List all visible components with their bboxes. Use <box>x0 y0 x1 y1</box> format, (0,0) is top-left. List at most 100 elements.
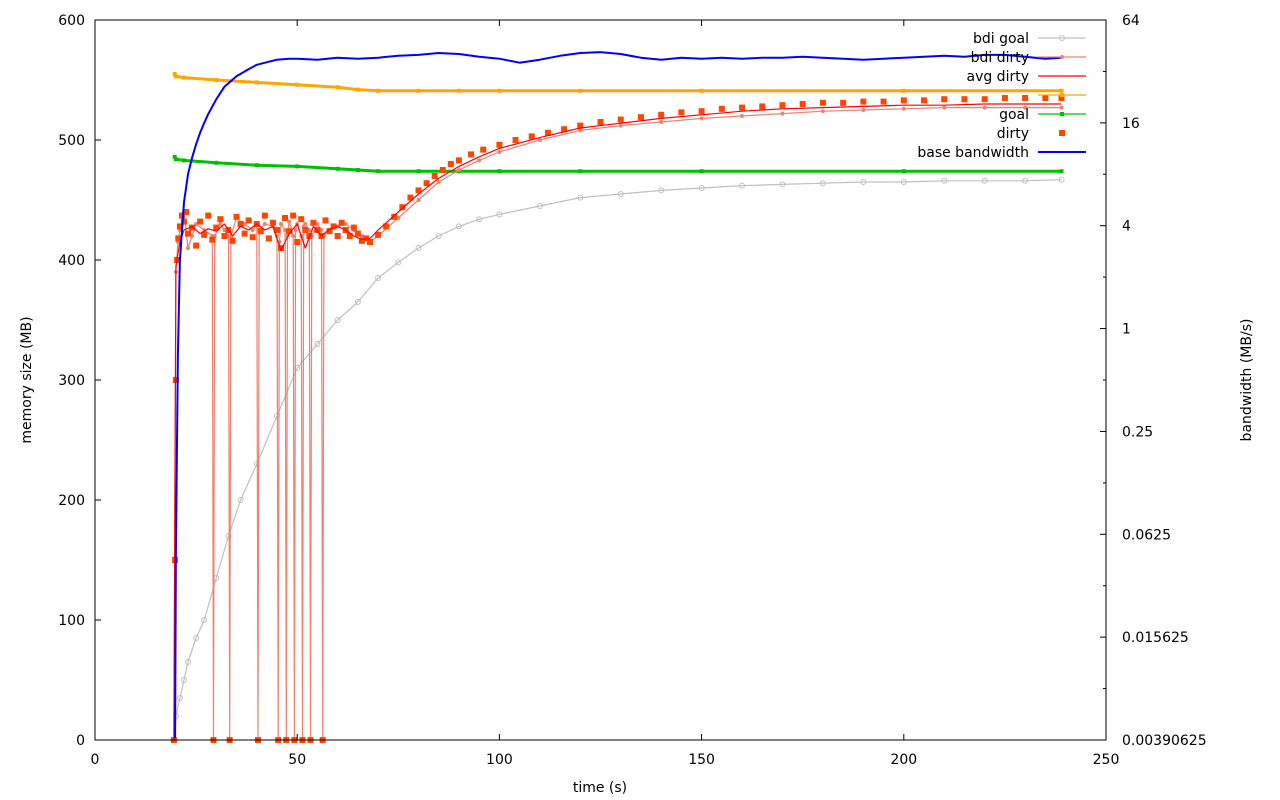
data-point <box>293 228 298 232</box>
data-point <box>597 119 604 125</box>
data-point <box>214 78 219 82</box>
y-tick-label: 0 <box>76 733 85 749</box>
data-point <box>496 141 503 148</box>
data-point <box>982 105 987 110</box>
data-point <box>257 228 264 235</box>
data-point <box>294 239 301 245</box>
data-point <box>295 164 300 169</box>
y-axis-label: memory size (MB) <box>19 316 35 443</box>
data-point <box>185 659 192 665</box>
legend-entry-avg-dirty: avg dirty <box>966 69 1086 85</box>
series-line <box>173 73 1062 93</box>
data-point <box>222 228 227 232</box>
data-point <box>396 216 401 220</box>
data-point <box>197 218 204 225</box>
data-point <box>278 245 285 251</box>
data-point <box>314 341 321 347</box>
data-point <box>477 158 482 163</box>
data-point <box>780 111 785 116</box>
x-tick-label: 200 <box>890 752 917 768</box>
data-point <box>399 204 406 211</box>
y2-tick-label: 0.0625 <box>1122 527 1171 543</box>
data-point <box>190 234 195 238</box>
data-point <box>1023 105 1028 110</box>
data-point <box>242 222 247 226</box>
data-point <box>338 219 345 226</box>
data-point <box>456 88 461 93</box>
data-point <box>416 88 421 93</box>
data-point <box>561 126 568 133</box>
data-point <box>901 106 906 111</box>
x-tick-label: 50 <box>288 752 306 768</box>
data-point <box>658 187 665 194</box>
data-point <box>286 228 293 235</box>
data-point <box>779 102 786 109</box>
data-point <box>456 168 461 172</box>
data-point <box>740 114 745 118</box>
data-point <box>961 96 968 103</box>
series-dirty <box>170 95 1065 743</box>
data-point <box>415 187 422 194</box>
data-point <box>186 246 191 250</box>
legend-swatch-marker <box>1059 35 1065 41</box>
data-point <box>1022 95 1029 101</box>
data-point <box>269 219 276 226</box>
data-point <box>981 96 988 103</box>
data-point <box>941 96 948 103</box>
data-point <box>295 82 300 87</box>
y-tick-label: 600 <box>58 13 85 29</box>
data-point <box>249 234 256 241</box>
data-point <box>416 169 421 174</box>
data-point <box>376 169 381 174</box>
legend-swatch-marker <box>1060 112 1064 116</box>
data-point <box>176 695 183 701</box>
legend-entry-goal: goal <box>999 107 1086 123</box>
data-point <box>1059 105 1064 110</box>
data-point <box>261 212 268 219</box>
data-point <box>537 138 542 142</box>
data-point <box>578 88 583 93</box>
data-point <box>355 168 360 172</box>
data-point <box>860 179 867 185</box>
data-point <box>779 181 786 188</box>
data-point <box>1059 169 1064 174</box>
data-point <box>921 97 928 104</box>
legend-label: dirty <box>997 126 1029 142</box>
data-point <box>213 224 220 231</box>
data-point <box>455 157 462 164</box>
legend-swatch-marker <box>1060 55 1064 59</box>
data-point <box>181 158 186 163</box>
x-axis-label: time (s) <box>573 780 627 796</box>
series-line <box>173 103 1062 741</box>
data-point <box>423 180 430 187</box>
series-bdi-goal <box>171 176 1065 743</box>
data-point <box>1059 88 1064 93</box>
data-point <box>181 75 186 80</box>
data-point <box>358 237 365 244</box>
data-point <box>901 169 906 174</box>
data-point <box>447 161 454 167</box>
data-point <box>176 223 183 230</box>
data-point <box>172 154 177 159</box>
data-point <box>577 194 584 201</box>
data-point <box>900 179 907 185</box>
data-point <box>262 222 267 226</box>
legend-label: goal <box>999 107 1029 123</box>
data-point <box>225 533 232 539</box>
data-point <box>291 234 296 238</box>
data-point <box>302 227 309 233</box>
data-point <box>185 230 192 237</box>
axis-ticks: 0 50 100 150 200 250 0 100 200 300 400 500 600 0.0039… <box>58 13 1206 768</box>
data-point <box>618 123 623 128</box>
legend-label: base bandwidth <box>917 145 1029 161</box>
data-point <box>193 242 200 249</box>
data-point <box>578 128 583 133</box>
data-point <box>173 74 178 79</box>
data-point <box>455 223 462 230</box>
data-point <box>1058 95 1065 101</box>
data-point <box>941 177 948 184</box>
x-tick-label: 250 <box>1093 752 1120 768</box>
y-tick-label: 100 <box>58 613 85 629</box>
data-point <box>497 88 502 93</box>
data-point <box>699 169 704 174</box>
